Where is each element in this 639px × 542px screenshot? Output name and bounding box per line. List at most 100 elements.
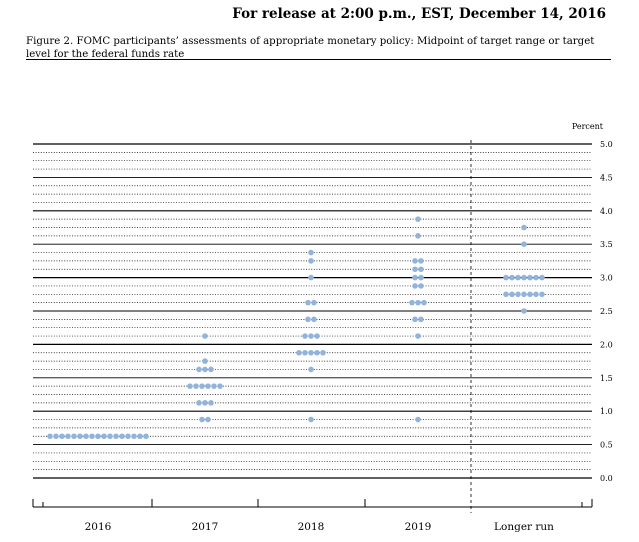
dot [308,258,314,264]
y-tick-label: 2.5 [600,307,613,316]
dot [196,366,202,373]
dot [314,349,320,356]
dot [137,433,143,440]
dot [308,274,314,281]
x-axis: 2016 2017 2018 2019 Longer run [32,499,593,533]
grid-lines [33,140,592,513]
dot [412,274,418,281]
y-tick-label: 3.5 [600,240,613,249]
dot [217,383,223,389]
dot [503,274,509,281]
dot [412,258,418,264]
dot [83,433,89,440]
dot [71,433,77,440]
dot [302,349,308,356]
x-tick-label: 2016 [85,521,112,533]
dot [527,291,533,298]
dot [533,274,539,281]
dot [418,266,424,273]
dot [418,258,424,264]
dot [415,233,421,239]
x-tick-label: 2018 [298,521,325,533]
dot [533,291,539,298]
y-tick-label: 0.0 [600,474,613,483]
dot [113,433,119,440]
dot [107,433,113,440]
dot [503,291,509,298]
dot [95,433,101,440]
dot [311,299,317,306]
dot [302,333,308,339]
dot [539,291,545,298]
dots [47,216,545,440]
dot [412,316,418,323]
caption-rule [26,59,611,60]
dot [205,383,211,389]
dot [308,349,314,356]
dot [418,316,424,323]
y-tick-label: 0.5 [600,441,613,450]
dot [205,416,211,423]
dot [311,316,317,323]
dot [125,433,131,440]
dot [409,299,415,306]
dot [308,416,314,423]
release-note: For release at 2:00 p.m., EST, December … [232,6,606,22]
dot [509,291,515,298]
dot [415,299,421,306]
dot [208,366,214,373]
dot [521,291,527,298]
dot [521,274,527,281]
dot [412,266,418,273]
dot [415,333,421,339]
dot [65,433,71,440]
dot [143,433,149,440]
y-tick-label: 3.0 [600,274,613,283]
dot [193,383,199,389]
dot [418,283,424,289]
dot [202,333,208,339]
dot [89,433,95,440]
dot [101,433,107,440]
dot [131,433,137,440]
y-tick-label: 5.0 [600,140,613,149]
dot [412,283,418,289]
y-tick-label: 4.0 [600,207,613,216]
figure-caption: Figure 2. FOMC participants’ assessments… [26,36,595,60]
y-tick-label: 4.5 [600,173,613,182]
dot [59,433,65,440]
dot [308,333,314,339]
dot [296,349,302,356]
dot [320,349,326,356]
y-axis-label: Percent [572,122,604,131]
dot [521,224,527,231]
dot [202,366,208,373]
dot [202,400,208,406]
dot [305,316,311,323]
dot [539,274,545,281]
dot [515,274,521,281]
x-tick-label: Longer run [494,521,554,533]
dot [196,400,202,406]
dot [208,400,214,406]
dot [418,274,424,281]
dot [199,416,205,423]
dot [77,433,83,440]
x-tick-label: 2019 [405,521,432,533]
y-tick-label: 1.0 [600,407,613,416]
y-tick-label: 2.0 [600,340,613,349]
dot [509,274,515,281]
dot [314,333,320,339]
dot [521,241,527,247]
dot [47,433,53,440]
dot [308,366,314,373]
y-tick-labels: 0.0 0.5 1.0 1.5 2.0 2.5 3.0 3.5 4.0 4.5 5.0 [600,140,613,483]
dot [421,299,427,306]
dot [521,308,527,314]
dot [305,299,311,306]
x-tick-label: 2017 [192,521,219,533]
dot [119,433,125,440]
dot [202,358,208,364]
dot [53,433,59,440]
dot [211,383,217,389]
